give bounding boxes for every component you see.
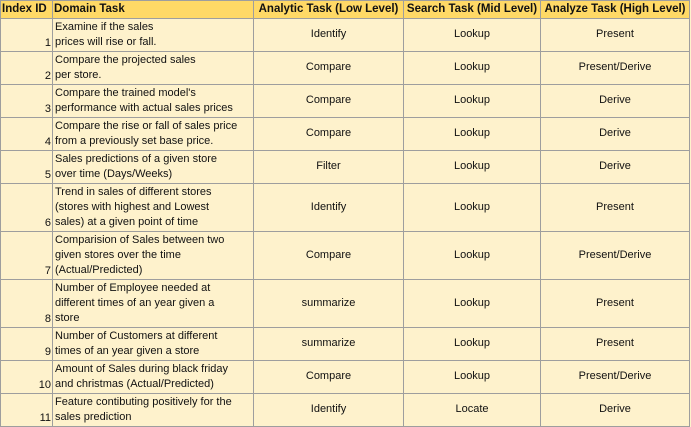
index-cell: 11 [0,393,53,427]
analytic-task-cell: Compare [253,117,404,151]
table-row: 9 Number of Customers at different times… [0,327,690,361]
analytic-task-cell: Compare [253,231,404,280]
analytic-task-cell: Identify [253,183,404,232]
search-task-cell: Lookup [403,183,541,232]
index-cell: 1 [0,18,53,52]
analyze-task-cell: Present [540,183,690,232]
analyze-task-cell: Present [540,327,690,361]
index-cell: 7 [0,231,53,280]
header-domain-task: Domain Task [52,0,254,19]
table-row: 10 Amount of Sales during black friday a… [0,360,690,394]
search-task-cell: Lookup [403,18,541,52]
analytic-task-cell: Compare [253,51,404,85]
analyze-task-cell: Derive [540,84,690,118]
table-row: 5 Sales predictions of a given store ove… [0,150,690,184]
index-cell: 8 [0,279,53,328]
analytic-task-cell: summarize [253,279,404,328]
domain-task-cell: Examine if the sales prices will rise or… [52,18,254,52]
search-task-cell: Locate [403,393,541,427]
header-row: Index ID Domain Task Analytic Task (Low … [0,0,690,19]
search-task-cell: Lookup [403,84,541,118]
search-task-cell: Lookup [403,327,541,361]
analyze-task-cell: Derive [540,150,690,184]
table-row: 8 Number of Employee needed at different… [0,279,690,328]
table-row: 2 Compare the projected sales per store.… [0,51,690,85]
analytic-task-cell: Compare [253,360,404,394]
analytic-task-cell: Identify [253,393,404,427]
table-row: 1 Examine if the sales prices will rise … [0,18,690,52]
domain-task-cell: Comparision of Sales between two given s… [52,231,254,280]
index-cell: 2 [0,51,53,85]
table-row: 11 Feature contibuting positively for th… [0,393,690,427]
analyze-task-cell: Present/Derive [540,360,690,394]
analytic-task-cell: Identify [253,18,404,52]
table-row: 7 Comparision of Sales between two given… [0,231,690,280]
index-cell: 4 [0,117,53,151]
domain-task-cell: Number of Employee needed at different t… [52,279,254,328]
header-analyze-task: Analyze Task (High Level) [540,0,690,19]
domain-task-cell: Number of Customers at different times o… [52,327,254,361]
index-cell: 6 [0,183,53,232]
search-task-cell: Lookup [403,279,541,328]
index-cell: 3 [0,84,53,118]
domain-task-cell: Feature contibuting positively for the s… [52,393,254,427]
search-task-cell: Lookup [403,360,541,394]
domain-task-cell: Sales predictions of a given store over … [52,150,254,184]
domain-task-cell: Amount of Sales during black friday and … [52,360,254,394]
search-task-cell: Lookup [403,51,541,85]
table-row: 6 Trend in sales of different stores (st… [0,183,690,232]
analytic-task-cell: Compare [253,84,404,118]
header-analytic-task: Analytic Task (Low Level) [253,0,404,19]
analyze-task-cell: Present [540,18,690,52]
search-task-cell: Lookup [403,117,541,151]
table-row: 3 Compare the trained model's performanc… [0,84,690,118]
index-cell: 9 [0,327,53,361]
analytic-task-cell: summarize [253,327,404,361]
index-cell: 5 [0,150,53,184]
domain-task-cell: Compare the trained model's performance … [52,84,254,118]
analyze-task-cell: Derive [540,117,690,151]
header-index-id: Index ID [0,0,53,19]
analyze-task-cell: Present [540,279,690,328]
domain-task-cell: Compare the rise or fall of sales price … [52,117,254,151]
analyze-task-cell: Present/Derive [540,51,690,85]
domain-task-cell: Compare the projected sales per store. [52,51,254,85]
header-search-task: Search Task (Mid Level) [403,0,541,19]
search-task-cell: Lookup [403,231,541,280]
index-cell: 10 [0,360,53,394]
analytic-task-cell: Filter [253,150,404,184]
analyze-task-cell: Derive [540,393,690,427]
domain-task-cell: Trend in sales of different stores (stor… [52,183,254,232]
search-task-cell: Lookup [403,150,541,184]
table-row: 4 Compare the rise or fall of sales pric… [0,117,690,151]
analyze-task-cell: Present/Derive [540,231,690,280]
